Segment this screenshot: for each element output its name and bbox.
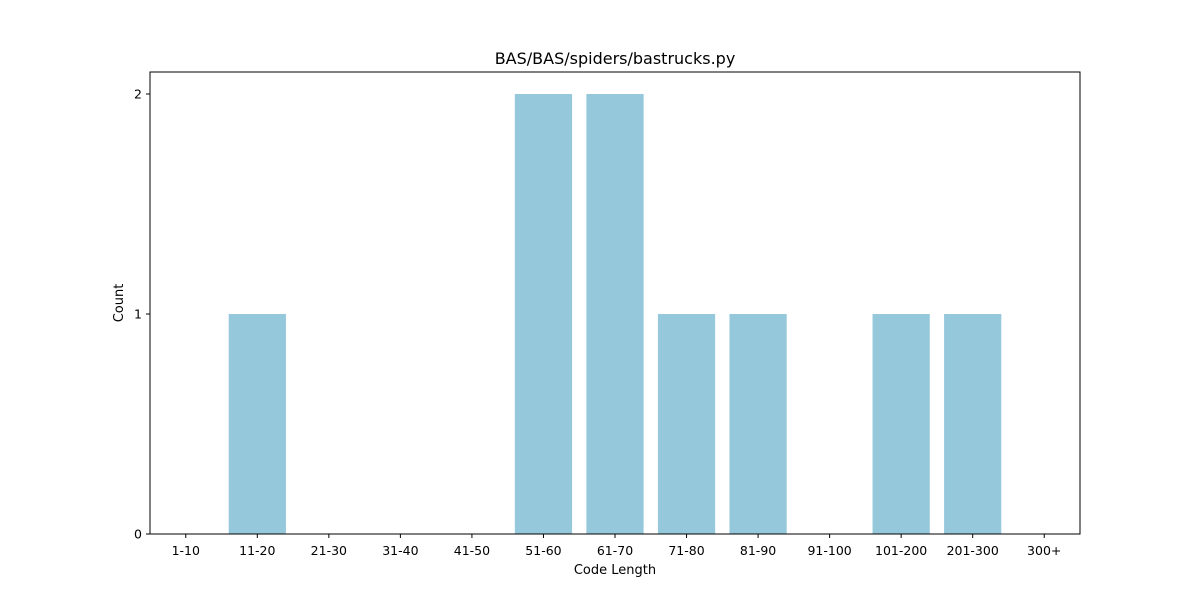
x-tick-label: 91-100 [807, 543, 851, 558]
y-tick-label: 1 [134, 307, 142, 322]
x-tick-label: 31-40 [382, 543, 418, 558]
bar-51-60 [514, 94, 573, 534]
x-tick-label: 41-50 [454, 543, 490, 558]
bar-201-300 [944, 314, 1002, 534]
bar-61-70 [586, 94, 644, 534]
y-tick-label: 0 [134, 527, 142, 542]
x-tick-label: 51-60 [525, 543, 561, 558]
y-axis-label: Count [112, 284, 127, 323]
y-tick-label: 2 [134, 87, 142, 102]
bar-11-20 [228, 314, 286, 534]
x-tick-label: 61-70 [597, 543, 633, 558]
bars-group [228, 94, 1002, 534]
x-tick-label: 71-80 [668, 543, 704, 558]
x-tick-label: 300+ [1027, 543, 1061, 558]
x-tick-label: 81-90 [740, 543, 776, 558]
bar-101-200 [872, 314, 930, 534]
bar-81-90 [729, 314, 787, 534]
y-axis-ticks: 0 1 2 [134, 87, 150, 542]
chart-title: BAS/BAS/spiders/bastrucks.py [495, 49, 736, 68]
x-axis-ticks: 1-10 11-20 21-30 31-40 41-50 51-60 61-70 71-80 8… [172, 534, 1061, 558]
x-tick-label: 1-10 [172, 543, 200, 558]
x-tick-label: 201-300 [947, 543, 999, 558]
bar-71-80 [657, 314, 716, 534]
x-tick-label: 11-20 [239, 543, 275, 558]
x-axis-label: Code Length [574, 563, 656, 578]
x-tick-label: 101-200 [875, 543, 927, 558]
x-tick-label: 21-30 [311, 543, 347, 558]
